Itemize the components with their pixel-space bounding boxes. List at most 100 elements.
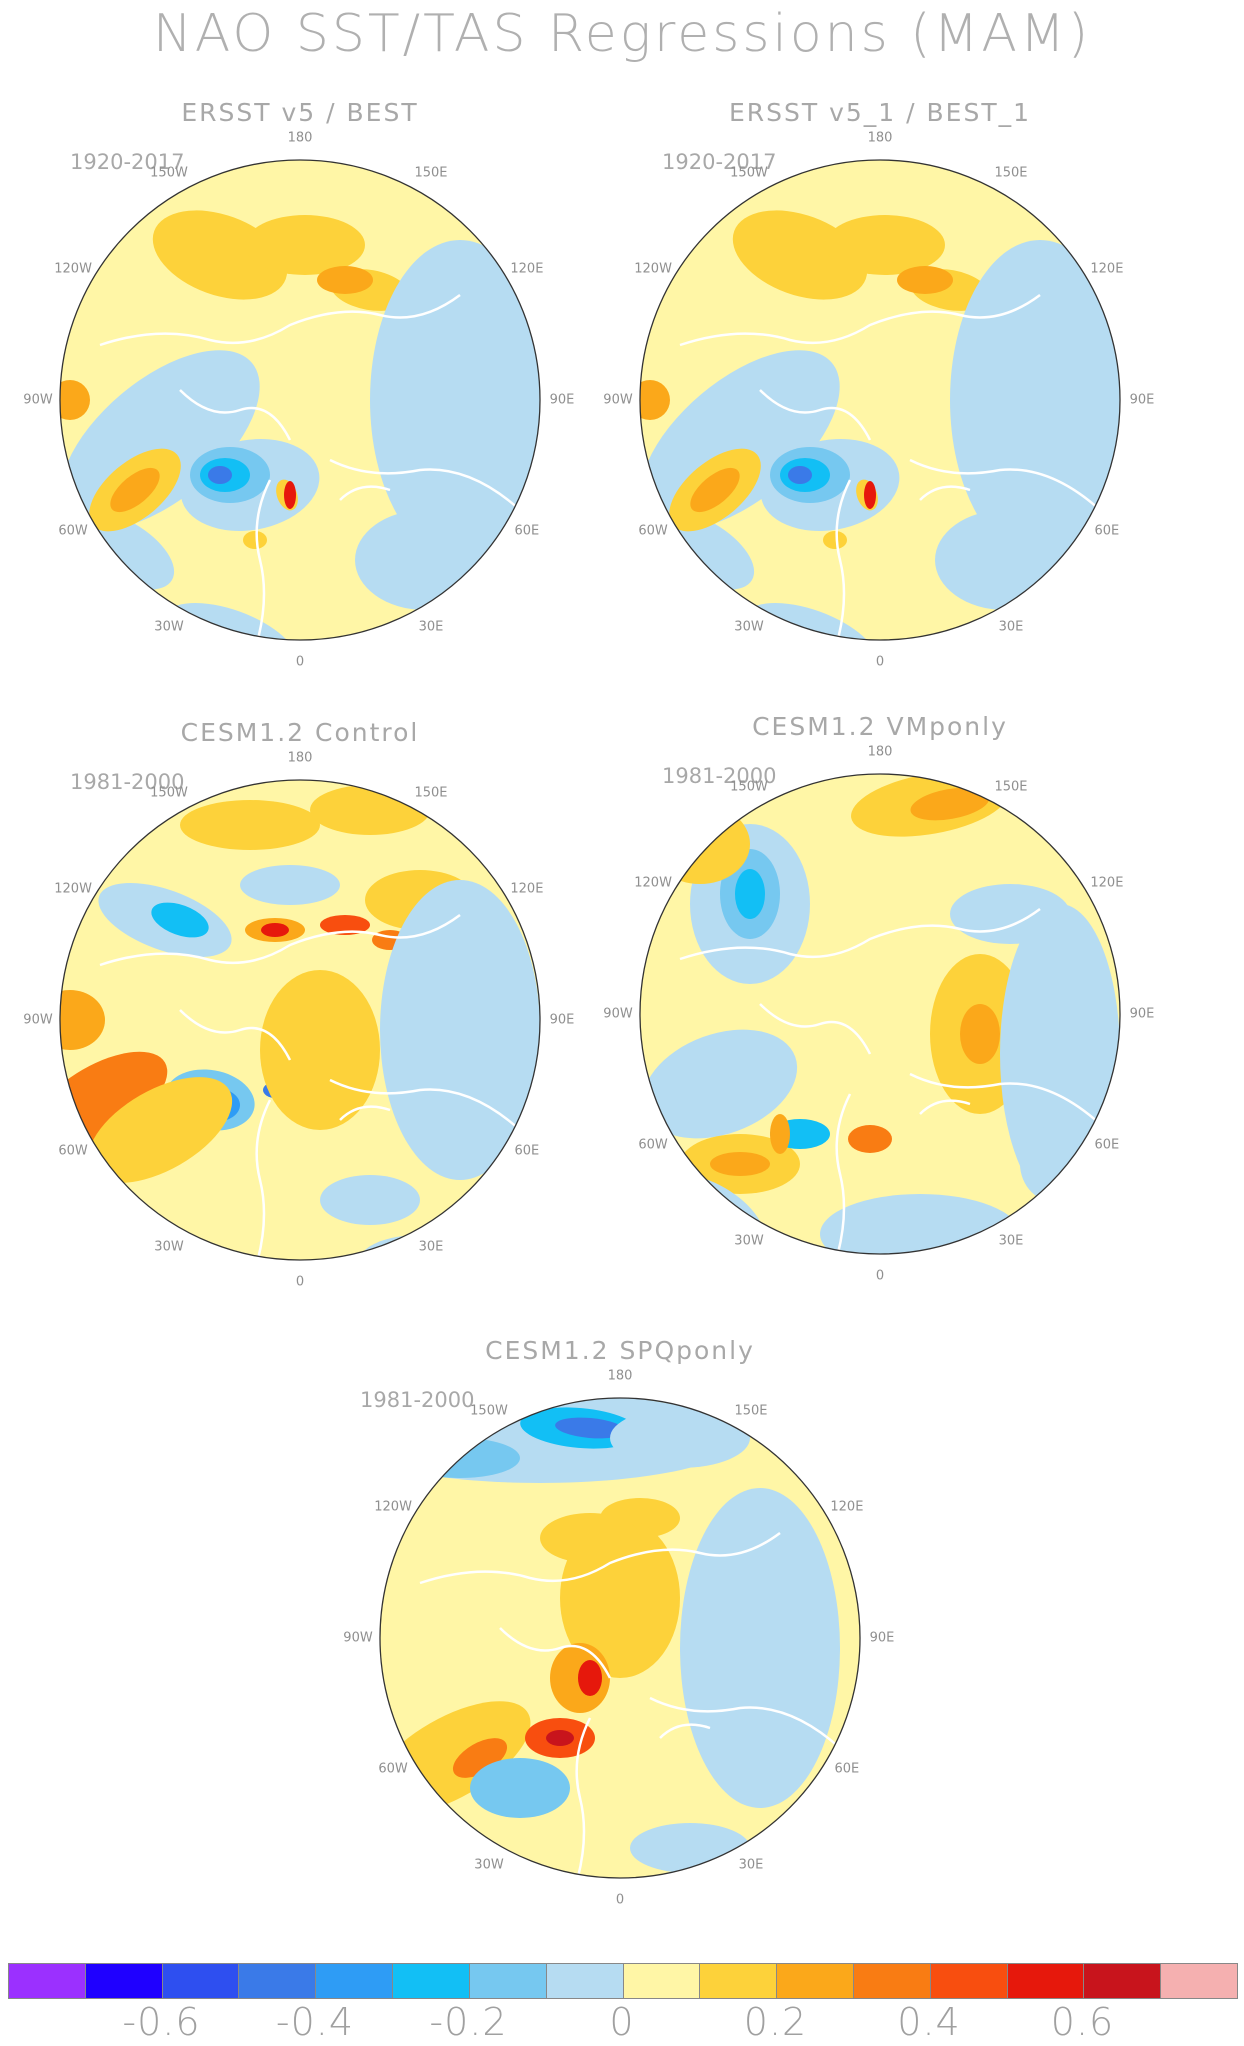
longitude-label: 150W <box>150 785 188 801</box>
longitude-label: 30W <box>154 1239 184 1255</box>
colorbar-swatch <box>239 1964 317 1998</box>
longitude-label: 120E <box>830 1499 864 1515</box>
colorbar <box>8 1963 1238 1999</box>
anomaly-contour <box>788 466 812 484</box>
longitude-label: 90E <box>1129 392 1155 408</box>
coastline <box>179 1009 292 1061</box>
coastline <box>419 1531 781 1585</box>
colorbar-tick-label: 0.2 <box>743 2000 808 2044</box>
longitude-label: 60W <box>378 1761 408 1777</box>
longitude-label: 30W <box>734 1233 764 1249</box>
coastline <box>253 479 272 640</box>
coastline <box>339 485 391 501</box>
anomaly-contour <box>260 970 380 1130</box>
colorbar-tick-label: 0 <box>609 2000 635 2044</box>
longitude-label: 60E <box>1094 1137 1120 1153</box>
longitude-label: 60W <box>638 523 668 539</box>
anomaly-contour <box>950 240 1120 560</box>
colorbar-swatch <box>1007 1964 1085 1998</box>
map-panel-ersst-best: ERSST v5 / BEST 1920-2017 180 150E 120E 90E… <box>23 98 574 670</box>
longitude-label: 30E <box>998 619 1024 635</box>
panel-title: CESM1.2 Control <box>180 718 420 747</box>
longitude-label: 90E <box>869 1630 895 1646</box>
figure-title: NAO SST/TAS Regressions (MAM) <box>152 4 1092 64</box>
map-panel-cesm-control: CESM1.2 Control 1981-2000 180 150E 120E 90E… <box>23 718 574 1290</box>
coastline <box>329 1078 521 1131</box>
colorbar-labels: -0.6 -0.4 -0.2 0 0.2 0.4 0.6 <box>8 2000 1236 2046</box>
anomaly-contour <box>555 1417 625 1439</box>
anomaly-contour <box>650 804 750 884</box>
longitude-label: 150W <box>730 165 768 181</box>
colorbar-tick-label: -0.2 <box>429 2000 508 2044</box>
panel-period: 1981-2000 <box>70 770 185 794</box>
longitude-label: 90E <box>549 392 575 408</box>
colorbar-tick-label: -0.4 <box>275 2000 355 2044</box>
colorbar-swatch <box>316 1964 394 1998</box>
longitude-label: 120W <box>54 261 92 277</box>
anomaly-contour <box>60 990 105 1050</box>
longitude-label: 150E <box>994 165 1028 181</box>
longitude-label: 30E <box>738 1857 764 1873</box>
longitude-label: 150W <box>470 1403 508 1419</box>
longitude-label: 30E <box>418 619 444 635</box>
map-boundary <box>639 773 1121 1255</box>
anomaly-contour <box>546 1730 574 1746</box>
colorbar-tick-label: -0.6 <box>122 2000 201 2044</box>
longitude-label: 120W <box>634 875 672 891</box>
colorbar-swatch <box>930 1964 1008 1998</box>
anomaly-contour <box>245 215 365 275</box>
longitude-label: 0 <box>615 1892 625 1908</box>
anomaly-contour <box>240 865 340 905</box>
polar-map <box>639 773 1121 1255</box>
longitude-label: 30E <box>418 1239 444 1255</box>
longitude-label: 90W <box>23 1012 53 1028</box>
longitude-label: 60E <box>514 523 540 539</box>
longitude-label: 180 <box>867 744 893 760</box>
anomaly-contour <box>710 1152 770 1176</box>
longitude-label: 60E <box>834 1761 860 1777</box>
longitude-label: 90E <box>549 1012 575 1028</box>
longitude-label: 90E <box>1129 1006 1155 1022</box>
longitude-label: 180 <box>867 130 893 146</box>
anomaly-contour <box>317 266 373 294</box>
anomaly-contour <box>960 1004 1000 1064</box>
colorbar-swatch <box>469 1964 547 1998</box>
longitude-label: 30W <box>474 1857 504 1873</box>
panel-title: CESM1.2 SPQponly <box>485 1336 755 1365</box>
anomaly-contour <box>770 1114 790 1154</box>
anomaly-contour <box>87 1077 233 1183</box>
coastline <box>919 1099 971 1115</box>
anomaly-contour <box>180 800 320 850</box>
map-panel-cesm-spqponly: CESM1.2 SPQponly 1981-2000 180 150E 120E 90… <box>343 1336 894 1908</box>
coastline <box>649 1696 841 1749</box>
anomaly-contour <box>610 1408 750 1468</box>
anomaly-contour <box>540 1513 640 1563</box>
colorbar-swatch <box>623 1964 701 1998</box>
coastline <box>179 389 292 441</box>
anomaly-contour <box>642 1029 798 1139</box>
coastline <box>909 1072 1101 1125</box>
coastline <box>99 913 461 967</box>
panel-title: ERSST v5 / BEST <box>181 98 419 127</box>
anomaly-contour <box>823 531 847 549</box>
longitude-label: 120E <box>510 261 544 277</box>
polar-map <box>59 159 541 641</box>
anomaly-contour <box>935 510 1075 610</box>
colorbar-swatch <box>777 1964 854 1998</box>
map-boundary <box>59 779 541 1261</box>
coastline <box>329 458 521 511</box>
panel-title: CESM1.2 VMponly <box>752 712 1008 741</box>
coastline <box>339 1105 391 1121</box>
longitude-label: 90W <box>603 1006 633 1022</box>
anomaly-contour <box>380 1811 447 1865</box>
polar-map <box>639 159 1121 641</box>
coastline <box>99 293 461 347</box>
longitude-label: 180 <box>607 1368 633 1384</box>
longitude-label: 90W <box>343 1630 373 1646</box>
colorbar-swatch <box>853 1964 931 1998</box>
anomaly-contour <box>690 467 740 513</box>
anomaly-contour <box>380 880 540 1180</box>
longitude-label: 120W <box>634 261 672 277</box>
polar-map <box>379 1397 861 1879</box>
colorbar-swatch <box>9 1964 86 1998</box>
